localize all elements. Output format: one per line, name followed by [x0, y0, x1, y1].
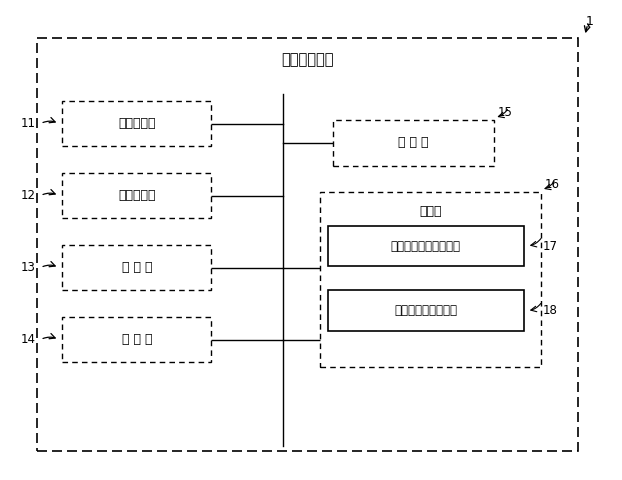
Text: 操 作 部: 操 作 部 [398, 136, 429, 149]
Text: 18: 18 [542, 304, 557, 317]
Text: 画像入力部: 画像入力部 [118, 117, 156, 130]
Text: サンプルページ決定部: サンプルページ決定部 [391, 240, 461, 252]
Bar [328, 290, 524, 331]
Text: 印 刷 部: 印 刷 部 [121, 333, 152, 346]
Bar [62, 317, 211, 362]
Bar [62, 173, 211, 218]
Text: 画像形成装置: 画像形成装置 [282, 52, 334, 68]
Bar [333, 120, 494, 166]
Bar [62, 245, 211, 290]
Text: 13: 13 [21, 261, 35, 274]
Text: 11: 11 [21, 117, 35, 130]
Text: 15: 15 [498, 106, 513, 120]
Text: 1: 1 [586, 15, 594, 28]
Text: 保 存 部: 保 存 部 [121, 261, 152, 274]
Bar [328, 226, 524, 266]
Bar [37, 38, 578, 451]
Text: サンプル印刷制御部: サンプル印刷制御部 [394, 304, 457, 317]
Text: 17: 17 [542, 240, 557, 252]
Bar [320, 192, 541, 367]
Text: 14: 14 [21, 333, 35, 346]
Text: 画像処理部: 画像処理部 [118, 189, 156, 202]
Text: 制御部: 制御部 [419, 204, 442, 218]
Text: 12: 12 [21, 189, 35, 202]
Text: 16: 16 [544, 178, 559, 192]
Bar [62, 101, 211, 146]
